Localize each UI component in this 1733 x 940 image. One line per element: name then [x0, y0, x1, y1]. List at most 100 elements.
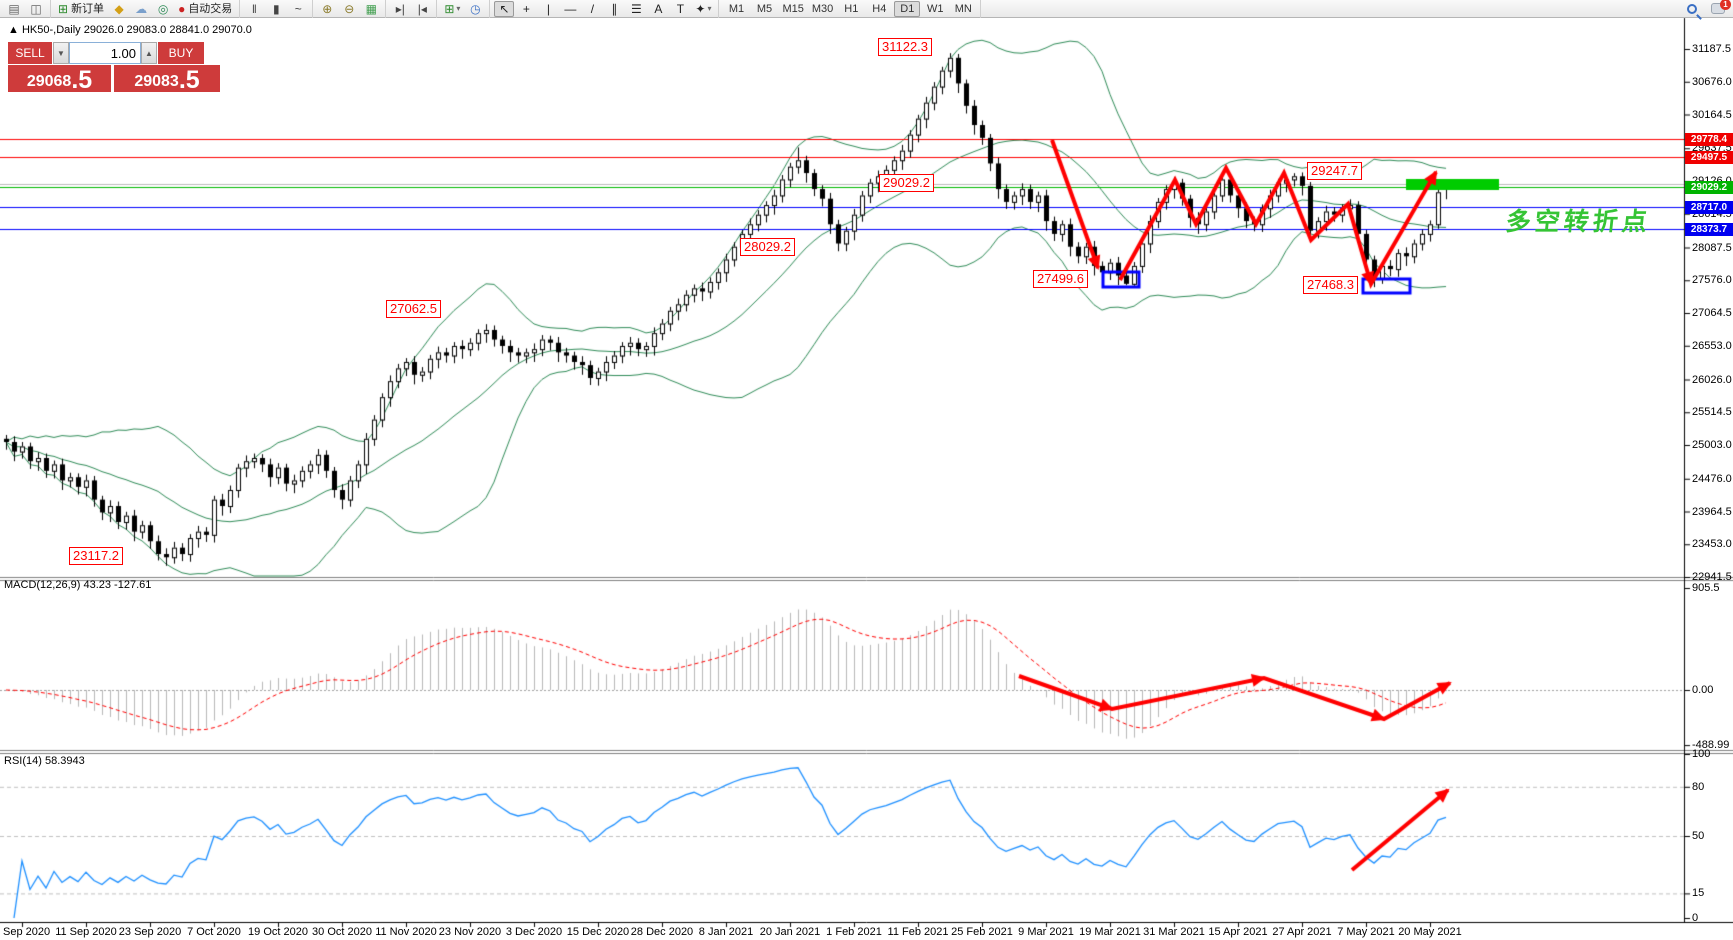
vline-icon[interactable]: |: [538, 1, 558, 17]
crosshair-icon[interactable]: +: [516, 1, 536, 17]
date-label: 30 Oct 2020: [312, 926, 372, 938]
y-axis-label: 27064.5: [1692, 307, 1732, 319]
label-icon: T: [676, 1, 685, 16]
macd-indicator-label: MACD(12,26,9) 43.23 -127.61: [4, 579, 152, 591]
new-chart-icon: ▤: [8, 1, 20, 16]
toolbar-group: ‖ ▮ ~: [240, 0, 314, 18]
new-order-button: ⊞: [58, 1, 69, 16]
buy-price[interactable]: 29083 .5: [114, 65, 220, 93]
volume-increase-button[interactable]: ▲: [141, 42, 157, 64]
buy-price-main: 29083: [134, 73, 179, 90]
timeframe-m30[interactable]: M30: [811, 2, 834, 15]
chart-shift-icon: |◂: [417, 1, 427, 16]
periods-icon: ◷: [470, 1, 481, 16]
hline-icon[interactable]: —: [560, 1, 580, 17]
price-badge: 29778.4: [1685, 133, 1733, 147]
zoom-in-icon[interactable]: ⊕: [317, 1, 337, 17]
text-icon[interactable]: A: [648, 1, 668, 17]
price-badge: 28373.7: [1685, 223, 1733, 237]
metaeditor-icon[interactable]: ◆: [109, 1, 129, 17]
zoom-in-icon: ⊕: [322, 1, 333, 16]
rsi-axis-label: 15: [1692, 887, 1705, 900]
profiles-icon: ◫: [30, 1, 42, 16]
timeframe-m1[interactable]: M1: [728, 2, 745, 15]
candlestick-icon[interactable]: ▮: [266, 1, 286, 17]
annotation-price-label: 23117.2: [69, 547, 124, 565]
toolbar-group: ▸| |◂: [386, 0, 438, 18]
new-order-button[interactable]: ⊞ 新订单: [55, 1, 107, 17]
rsi-axis-label: 80: [1692, 780, 1705, 793]
periods-icon[interactable]: ◷: [465, 1, 485, 17]
fibonacci-icon[interactable]: ☰: [626, 1, 646, 17]
date-label: 3 Dec 2020: [505, 926, 563, 938]
volume-input[interactable]: [69, 42, 141, 64]
timeframe-h1[interactable]: H1: [844, 2, 859, 15]
timeframe-m15[interactable]: M15: [782, 2, 804, 15]
date-label: 19 Mar 2021: [1079, 926, 1141, 938]
sell-button[interactable]: SELL: [8, 42, 53, 64]
y-axis-label: 25514.5: [1692, 406, 1732, 419]
annotation-text-turning-point: 多空转折点: [1504, 208, 1653, 236]
date-label: 8 Jan 2021: [698, 926, 754, 938]
autotrade-button-label: 自动交易: [188, 2, 233, 15]
volume-decrease-button[interactable]: ▼: [53, 42, 69, 64]
search-icon[interactable]: [1687, 3, 1697, 14]
channel-icon[interactable]: ∥: [604, 1, 624, 17]
y-axis-label: 30164.5: [1692, 108, 1732, 121]
timeframe-h4[interactable]: H4: [872, 2, 887, 15]
text-icon: A: [654, 1, 663, 16]
new-order-button-label: 新订单: [71, 2, 105, 15]
price-badge: 29029.2: [1685, 181, 1733, 195]
y-axis-label: 28087.5: [1692, 241, 1732, 254]
new-chart-icon[interactable]: ▤: [4, 1, 24, 17]
chevron-down-icon[interactable]: ▾: [456, 3, 461, 13]
trendline-icon[interactable]: /: [582, 1, 602, 17]
autotrade-button[interactable]: ● 自动交易: [175, 1, 235, 17]
y-axis-label: 25003.0: [1692, 439, 1732, 451]
date-label: 27 Apr 2021: [1272, 926, 1332, 938]
timeframe-w1[interactable]: W1: [927, 2, 944, 15]
toolbar-group: ⊕ ⊖ ▦: [313, 0, 387, 18]
zoom-out-icon[interactable]: ⊖: [339, 1, 359, 17]
price-badge: 29497.5: [1685, 151, 1733, 165]
y-axis-label: 23453.0: [1692, 538, 1732, 551]
date-label: 11 Nov 2020: [375, 926, 437, 938]
timeframe-mn[interactable]: MN: [954, 2, 972, 15]
symbol-title-bar: ▲ HK50-,Daily 29026.0 29083.0 28841.0 29…: [8, 24, 252, 36]
collapse-panel-icon[interactable]: ▲: [8, 24, 19, 36]
signals-icon[interactable]: ◎: [153, 1, 173, 17]
arrows-icon[interactable]: ✦ ▾: [692, 1, 714, 17]
buy-button[interactable]: BUY: [158, 42, 204, 64]
date-label: 11 Feb 2021: [887, 926, 949, 938]
toolbar-group: ⊞ ▾ ◷: [437, 0, 491, 18]
sell-price[interactable]: 29068 .5: [8, 65, 111, 93]
date-label: 31 Mar 2021: [1143, 926, 1205, 938]
indicators-icon: ⊞: [444, 1, 455, 16]
date-label: 23 Nov 2020: [438, 926, 502, 938]
y-axis-label: 22941.5: [1692, 571, 1732, 583]
cursor-icon: ↖: [499, 1, 510, 16]
timeframe-m5[interactable]: M5: [756, 2, 773, 15]
bar-chart-icon[interactable]: ‖: [244, 1, 264, 17]
line-chart-icon[interactable]: ~: [288, 1, 308, 17]
cursor-icon[interactable]: ↖: [494, 0, 515, 17]
notifications-icon[interactable]: 1: [1711, 0, 1731, 14]
auto-scroll-icon[interactable]: ▸|: [390, 1, 410, 17]
chevron-down-icon[interactable]: ▾: [707, 3, 712, 13]
chart-shift-icon[interactable]: |◂: [412, 1, 432, 17]
auto-scroll-icon: ▸|: [395, 1, 405, 16]
indicators-icon[interactable]: ⊞ ▾: [441, 1, 463, 17]
tile-windows-icon[interactable]: ▦: [361, 1, 381, 17]
profiles-icon[interactable]: ◫: [26, 1, 46, 17]
toolbar-group: ↖ + | — / ∥ ☰ A T ✦ ▾: [490, 0, 720, 18]
sell-price-main: 29068: [26, 73, 72, 90]
toolbar: ▤ ◫ ⊞ 新订单 ◆ ☁ ◎ ● 自动交易 ‖ ▮ ~ ⊕ ⊖ ▦ ▸| |◂ ⊞ ▾ ◷ ↖ + | — / ∥ ☰ A T ✦ ▾ M1…: [0, 0, 1733, 18]
macd-axis-label: 905.5: [1692, 582, 1720, 594]
cloud-icon[interactable]: ☁: [131, 1, 151, 17]
date-label: 23 Sep 2020: [118, 926, 182, 938]
label-icon[interactable]: T: [670, 1, 690, 17]
macd-axis-label: -488.99: [1692, 739, 1730, 752]
timeframe-d1[interactable]: D1: [894, 0, 921, 17]
